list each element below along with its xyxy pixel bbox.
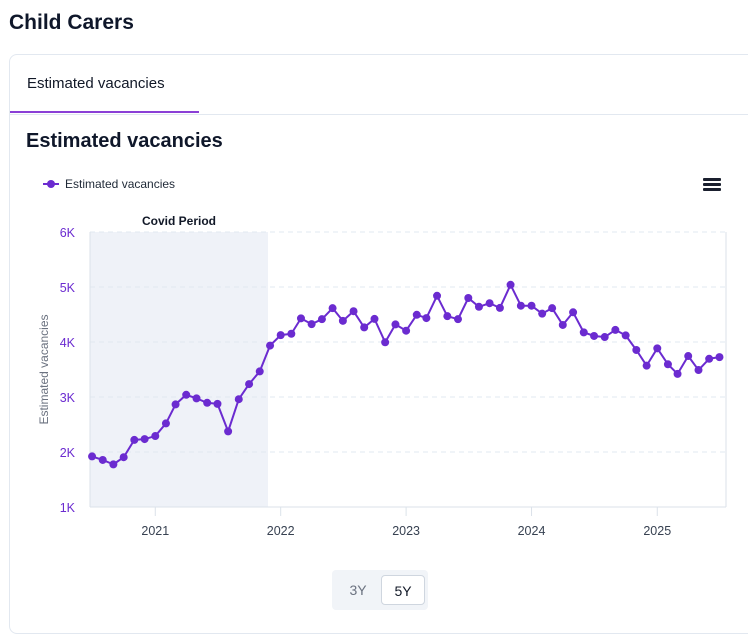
data-point[interactable] (391, 320, 400, 329)
data-point[interactable] (203, 398, 212, 407)
data-point[interactable] (538, 309, 547, 318)
y-tick-label: 1K (60, 501, 76, 515)
y-tick-label: 6K (60, 226, 76, 240)
data-point[interactable] (296, 314, 305, 323)
data-point[interactable] (328, 304, 337, 313)
legend-label: Estimated vacancies (65, 177, 176, 191)
data-point[interactable] (130, 435, 139, 444)
data-point[interactable] (663, 360, 672, 369)
data-point[interactable] (548, 304, 557, 313)
page-title: Child Carers (9, 11, 134, 34)
data-point[interactable] (464, 294, 473, 302)
data-point[interactable] (527, 301, 536, 310)
data-point[interactable] (443, 312, 452, 321)
tab-bar: Estimated vacancies (10, 55, 748, 115)
y-axis-label: Estimated vacancies (37, 314, 51, 424)
y-tick-label: 3K (60, 391, 76, 405)
data-point[interactable] (673, 369, 682, 378)
data-point[interactable] (694, 366, 703, 375)
x-tick-label: 2025 (643, 524, 671, 538)
data-point[interactable] (161, 419, 170, 428)
data-point[interactable] (621, 331, 630, 340)
data-point[interactable] (558, 320, 567, 329)
data-point[interactable] (182, 390, 191, 399)
y-tick-label: 5K (60, 281, 76, 295)
data-point[interactable] (611, 325, 620, 334)
data-point[interactable] (276, 331, 285, 340)
hamburger-menu-icon-bar (703, 188, 721, 191)
legend-marker-icon (43, 179, 59, 189)
y-tick-label: 4K (60, 336, 76, 350)
data-point[interactable] (485, 299, 494, 308)
data-point[interactable] (338, 316, 347, 325)
data-point[interactable] (192, 394, 201, 403)
data-point[interactable] (715, 353, 724, 362)
data-point[interactable] (255, 367, 264, 376)
data-point[interactable] (245, 380, 254, 389)
covid-period-label: Covid Period (142, 214, 216, 228)
data-point[interactable] (433, 291, 442, 300)
data-point[interactable] (495, 303, 504, 312)
x-tick-label: 2021 (141, 524, 169, 538)
data-point[interactable] (579, 328, 588, 337)
data-point[interactable] (349, 307, 358, 316)
data-point[interactable] (360, 323, 369, 332)
range-3y-button[interactable]: 3Y (349, 582, 367, 598)
chart-menu-button[interactable] (703, 178, 721, 194)
data-point[interactable] (402, 326, 411, 335)
data-point[interactable] (516, 301, 525, 310)
hamburger-menu-icon-bar (703, 183, 721, 186)
tab-estimated-vacancies[interactable]: Estimated vacancies (10, 55, 199, 113)
data-point[interactable] (653, 344, 662, 353)
data-point[interactable] (171, 400, 180, 409)
data-point[interactable] (453, 315, 462, 324)
data-point[interactable] (412, 310, 421, 319)
data-point[interactable] (474, 302, 483, 311)
data-point[interactable] (317, 315, 326, 324)
data-point[interactable] (600, 333, 609, 342)
data-point[interactable] (705, 354, 714, 363)
data-point[interactable] (642, 361, 651, 370)
data-point[interactable] (266, 341, 275, 350)
data-point[interactable] (234, 395, 243, 404)
x-tick-label: 2022 (267, 524, 295, 538)
data-point[interactable] (213, 399, 222, 408)
hamburger-menu-icon (703, 178, 721, 181)
legend-item-estimated-vacancies[interactable]: Estimated vacancies (43, 177, 175, 191)
range-selector: 3Y 5Y (332, 570, 428, 610)
data-point[interactable] (632, 345, 641, 354)
data-point[interactable] (381, 338, 390, 347)
data-point[interactable] (370, 314, 379, 323)
data-point[interactable] (109, 460, 118, 469)
data-point[interactable] (98, 455, 107, 464)
data-point[interactable] (569, 308, 578, 317)
x-tick-label: 2023 (392, 524, 420, 538)
data-point[interactable] (590, 331, 599, 340)
data-point[interactable] (684, 352, 693, 361)
data-point[interactable] (287, 329, 296, 338)
range-5y-button[interactable]: 5Y (381, 575, 425, 605)
data-point[interactable] (119, 453, 128, 462)
data-point[interactable] (140, 435, 149, 444)
data-point[interactable] (422, 314, 431, 323)
data-point[interactable] (88, 452, 97, 461)
data-point[interactable] (307, 320, 316, 329)
y-tick-label: 2K (60, 446, 76, 460)
data-point[interactable] (506, 280, 515, 289)
x-tick-label: 2024 (518, 524, 546, 538)
chart-title: Estimated vacancies (26, 130, 223, 152)
data-point[interactable] (224, 427, 233, 436)
data-point[interactable] (151, 432, 160, 441)
